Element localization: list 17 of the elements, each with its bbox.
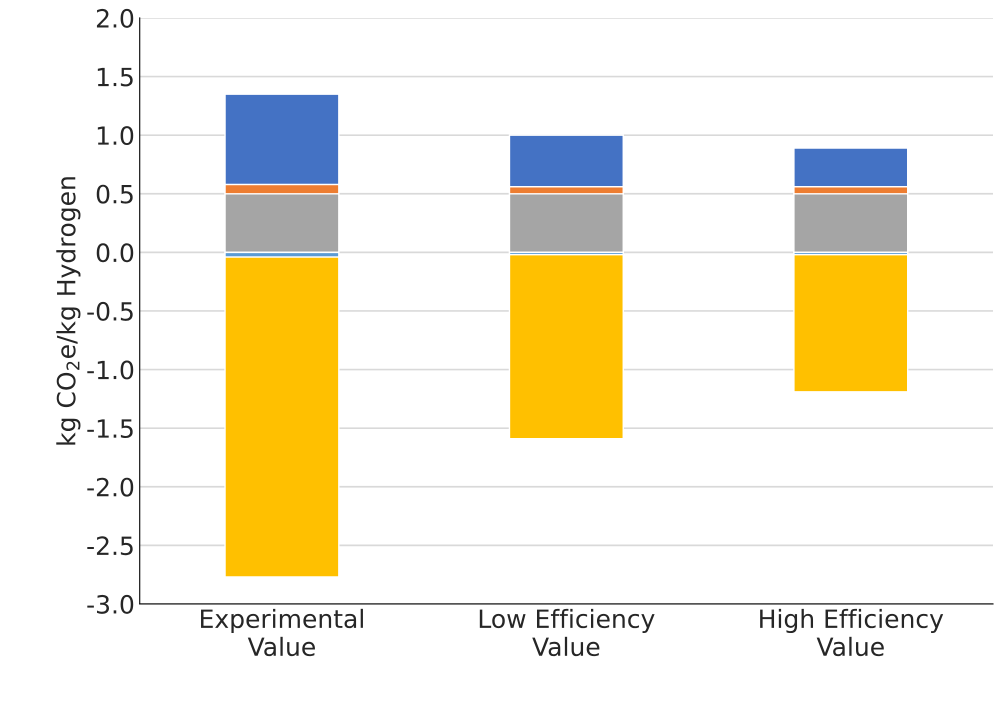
y-tick-label: -0.5 — [87, 302, 133, 321]
y-tick-label: -2.5 — [87, 536, 133, 556]
x-tick-label: Low Efficiency Value — [480, 608, 655, 656]
y-tick-label: 0.5 — [96, 184, 133, 204]
y-tick-label: 1.0 — [98, 126, 134, 146]
bar — [793, 254, 908, 393]
y-tick-label: -1.0 — [87, 360, 134, 380]
y-tick-label: 1.5 — [98, 68, 133, 86]
y-tick-label: -1.5 — [87, 419, 133, 438]
y-tick-label: 2.0 — [96, 8, 134, 28]
x-tick-label: High Efficiency Value — [760, 608, 944, 656]
bar — [508, 254, 624, 440]
y-axis-title: kg CO$_{2}$e/kg Hydrogen — [56, 177, 80, 445]
y-tick-label: -2.0 — [87, 478, 134, 497]
y-tick-label: -3.0 — [87, 594, 134, 614]
y-tick-label: 0.0 — [96, 243, 134, 262]
x-tick-label: Experimental Value — [201, 608, 363, 656]
